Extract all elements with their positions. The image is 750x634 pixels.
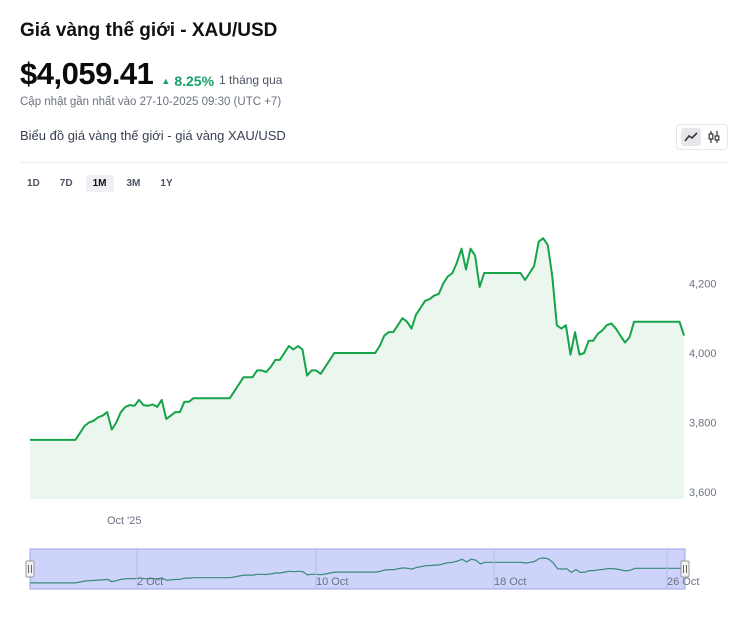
chart-subtitle: Biểu đồ giá vàng thế giới - giá vàng XAU… (20, 128, 286, 143)
range-1y[interactable]: 1Y (160, 178, 173, 189)
navigator-line (30, 557, 686, 584)
range-1d[interactable]: 1D (27, 178, 40, 189)
header-divider (20, 162, 730, 163)
navigator-right-handle[interactable] (680, 560, 690, 578)
up-arrow-icon: ▲ (161, 76, 171, 86)
price-change: ▲ 8.25% (161, 73, 214, 89)
navigator-label: 18 Oct (494, 576, 526, 588)
range-7d[interactable]: 7D (59, 178, 73, 189)
range-1m[interactable]: 1M (85, 175, 114, 192)
current-price: $4,059.41 (20, 56, 154, 91)
y-tick-label: 4,200 (689, 278, 717, 290)
navigator-label: 2 Oct (137, 576, 163, 588)
range-selector: 1D 7D 1M 3M 1Y (20, 175, 180, 192)
x-tick-label: Oct '25 (107, 515, 142, 527)
change-percent: 8.25% (174, 73, 215, 89)
y-tick-label: 4,000 (689, 348, 717, 360)
line-chart-button[interactable] (680, 128, 701, 146)
navigator-label: 26 Oct (667, 576, 699, 588)
y-tick-label: 3,600 (689, 487, 717, 499)
price-row: $4,059.41 ▲ 8.25% 1 tháng qua (20, 56, 282, 92)
range-3m[interactable]: 3M (126, 178, 141, 189)
navigator-left-handle[interactable] (25, 560, 35, 578)
change-period: 1 tháng qua (219, 73, 283, 87)
candlestick-button[interactable] (704, 128, 724, 146)
line-chart-icon (683, 132, 698, 142)
navigator-label: 10 Oct (316, 576, 348, 588)
navigator-window (29, 548, 686, 590)
candlestick-icon (708, 131, 719, 143)
last-updated: Cập nhật gần nhất vào 27-10-2025 09:30 (… (20, 96, 282, 108)
y-tick-label: 3,800 (689, 418, 717, 430)
price-area (30, 238, 684, 499)
page-title: Giá vàng thế giới - XAU/USD (20, 20, 278, 41)
price-line (30, 237, 685, 441)
chart-type-toggle (676, 124, 728, 150)
